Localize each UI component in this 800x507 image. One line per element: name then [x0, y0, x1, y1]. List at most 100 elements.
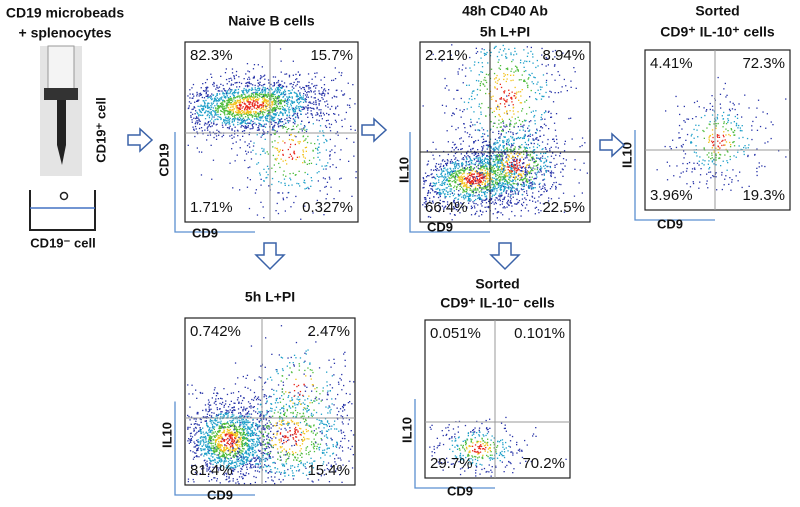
- event-dot: [764, 142, 766, 144]
- event-dot: [745, 147, 747, 149]
- event-dot: [457, 209, 459, 211]
- event-dot: [247, 113, 250, 115]
- event-dot: [216, 118, 218, 120]
- event-dot: [268, 89, 270, 91]
- event-dot: [277, 192, 279, 194]
- event-dot: [485, 81, 488, 84]
- event-dot: [723, 111, 725, 114]
- event-dot: [334, 151, 336, 154]
- event-dot: [256, 100, 258, 102]
- event-dot: [334, 119, 337, 121]
- event-dot: [478, 187, 481, 189]
- event-dot: [480, 107, 482, 109]
- event-dot: [239, 100, 241, 102]
- event-dot: [504, 175, 506, 177]
- event-dot: [499, 196, 501, 198]
- event-dot: [246, 144, 249, 147]
- event-dot: [462, 189, 465, 191]
- event-dot: [262, 102, 264, 104]
- event-dot: [517, 175, 519, 177]
- event-dot: [456, 163, 458, 165]
- event-dot: [277, 123, 279, 125]
- event-dot: [198, 127, 201, 130]
- event-dot: [516, 161, 518, 163]
- event-dot: [208, 125, 210, 127]
- event-dot: [207, 111, 209, 113]
- event-dot: [486, 168, 488, 170]
- event-dot: [308, 85, 310, 87]
- event-dot: [280, 118, 283, 120]
- event-dot: [520, 179, 523, 181]
- event-dot: [521, 176, 523, 178]
- event-dot: [216, 93, 218, 95]
- event-dot: [433, 158, 435, 160]
- event-dot: [212, 131, 214, 133]
- event-dot: [517, 70, 519, 72]
- event-dot: [506, 190, 508, 192]
- event-dot: [247, 89, 249, 92]
- event-dot: [471, 189, 473, 191]
- event-dot: [207, 122, 209, 124]
- event-dot: [512, 159, 514, 161]
- event-dot: [260, 93, 262, 96]
- event-dot: [502, 155, 504, 157]
- event-dot: [484, 194, 486, 196]
- event-dot: [309, 102, 311, 104]
- event-dot: [510, 53, 512, 56]
- event-dot: [536, 172, 538, 174]
- event-dot: [559, 152, 562, 154]
- event-dot: [481, 158, 483, 161]
- event-dot: [526, 55, 529, 57]
- event-dot: [510, 123, 512, 126]
- event-dot: [441, 60, 443, 62]
- event-dot: [715, 154, 717, 156]
- event-dot: [525, 70, 527, 72]
- event-dot: [425, 180, 427, 182]
- event-dot: [494, 86, 496, 88]
- event-dot: [247, 177, 249, 179]
- event-dot: [206, 114, 208, 117]
- event-dot: [252, 100, 254, 102]
- event-dot: [199, 105, 201, 108]
- event-dot: [520, 188, 523, 190]
- event-dot: [510, 74, 512, 76]
- event-dot: [702, 159, 704, 161]
- event-dot: [469, 125, 471, 127]
- event-dot: [507, 199, 509, 201]
- event-dot: [343, 94, 345, 96]
- event-dot: [271, 92, 274, 94]
- event-dot: [505, 55, 507, 58]
- event-dot: [347, 82, 349, 84]
- event-dot: [550, 198, 553, 200]
- event-dot: [681, 146, 683, 148]
- event-dot: [715, 159, 717, 161]
- event-dot: [279, 125, 281, 127]
- event-dot: [535, 160, 537, 162]
- event-dot: [522, 173, 525, 175]
- event-dot: [274, 133, 276, 135]
- event-dot: [471, 92, 473, 94]
- event-dot: [459, 169, 461, 172]
- event-dot: [320, 115, 322, 117]
- event-dot: [450, 150, 453, 153]
- panel-title: Sorted: [695, 3, 739, 19]
- event-dot: [469, 182, 471, 184]
- event-dot: [733, 104, 735, 106]
- event-dot: [453, 163, 456, 166]
- event-dot: [467, 150, 469, 152]
- event-dot: [526, 190, 528, 192]
- event-dot: [486, 181, 489, 183]
- event-dot: [527, 184, 530, 187]
- event-dot: [748, 107, 750, 109]
- event-dot: [496, 154, 498, 156]
- event-dot: [481, 154, 484, 156]
- event-dot: [711, 161, 714, 163]
- event-dot: [510, 163, 513, 165]
- event-dot: [279, 112, 281, 114]
- event-dot: [721, 115, 723, 117]
- event-dot: [311, 114, 313, 116]
- event-dot: [289, 96, 291, 98]
- event-dot: [349, 98, 351, 100]
- event-dot: [422, 177, 424, 179]
- event-dot: [228, 89, 230, 91]
